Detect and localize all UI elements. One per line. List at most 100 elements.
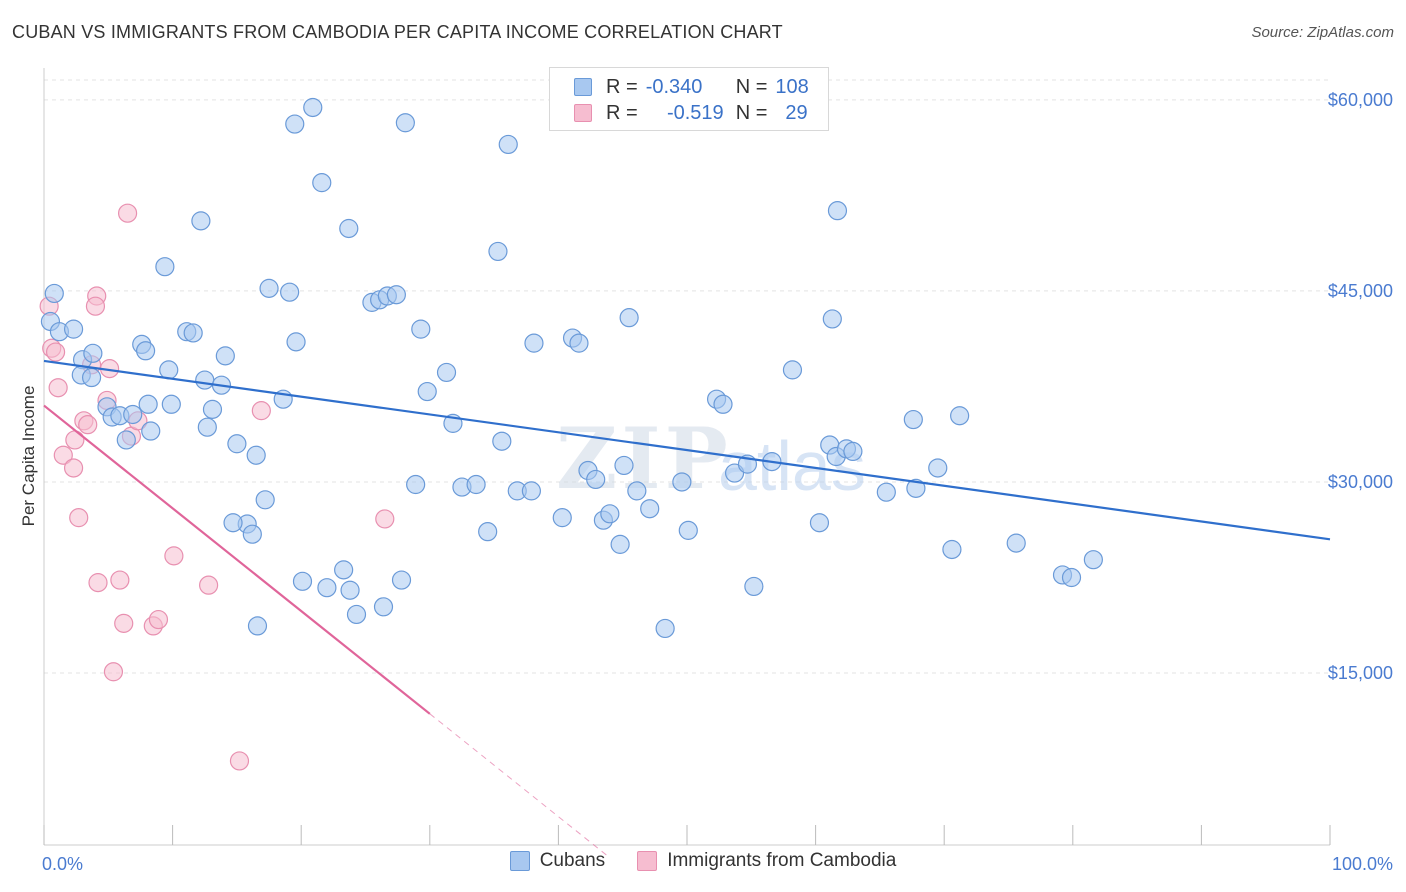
- data-point-cubans: [488, 241, 508, 262]
- data-point-cubans: [672, 472, 692, 492]
- data-point-cubans: [876, 482, 896, 502]
- data-point-cubans: [303, 97, 323, 118]
- data-point-cambodia: [114, 613, 134, 633]
- y-tick-label: $60,000: [1328, 90, 1393, 110]
- legend-n-value: 108: [775, 75, 809, 98]
- data-point-cubans: [906, 478, 926, 498]
- data-point-cubans: [843, 441, 863, 462]
- legend-label-cubans: Cubans: [539, 850, 606, 871]
- data-point-cubans: [627, 481, 647, 501]
- legend-row-cubans: R = -0.340 N = 108: [574, 74, 809, 100]
- correlation-legend: R = -0.340 N = 108 R = -0.519 N = 29: [549, 67, 829, 131]
- data-point-cubans: [255, 490, 275, 510]
- data-point-cubans: [827, 201, 848, 221]
- data-point-cubans: [259, 278, 279, 298]
- data-point-cubans: [161, 394, 181, 414]
- data-point-cubans: [1083, 550, 1103, 570]
- data-point-cubans: [346, 604, 367, 625]
- data-point-cambodia: [48, 378, 68, 398]
- series-legend: Cubans Immigrants from Cambodia: [0, 850, 1406, 872]
- data-point-cambodia: [375, 509, 395, 529]
- data-point-cubans: [83, 343, 103, 363]
- grid-lines: [44, 79, 1330, 674]
- data-point-cubans: [640, 499, 660, 519]
- y-tick-label: $15,000: [1328, 663, 1393, 683]
- trend-line-cambodia: [43, 404, 431, 715]
- y-tick-label: $45,000: [1328, 281, 1393, 301]
- trend-line-cubans: [43, 359, 1331, 541]
- data-point-cubans: [123, 404, 143, 425]
- data-point-cubans: [285, 114, 305, 134]
- data-point-cambodia: [69, 508, 89, 528]
- data-point-cubans: [436, 362, 457, 383]
- data-point-cubans: [292, 571, 313, 591]
- data-point-cubans: [1006, 533, 1026, 553]
- data-point-cambodia: [148, 609, 169, 630]
- legend-r-label: R =: [606, 101, 638, 124]
- data-point-cubans: [521, 481, 541, 501]
- data-point-cambodia: [229, 751, 250, 771]
- legend-item-cambodia: Immigrants from Cambodia: [637, 850, 896, 872]
- data-point-cubans: [498, 134, 518, 155]
- data-point-cambodia: [199, 575, 219, 595]
- legend-label-cambodia: Immigrants from Cambodia: [667, 850, 897, 871]
- legend-n-value: 29: [785, 101, 808, 124]
- data-point-cubans: [191, 211, 211, 231]
- data-point-cubans: [713, 394, 733, 414]
- legend-swatch-cambodia: [574, 104, 592, 122]
- data-point-cambodia: [78, 415, 98, 435]
- source-label: Source: ZipAtlas.com: [1251, 24, 1394, 41]
- data-point-cubans: [524, 333, 544, 353]
- legend-n-label: N =: [735, 101, 768, 124]
- data-point-cambodia: [110, 570, 130, 590]
- data-point-cubans: [141, 421, 161, 441]
- data-point-cubans: [195, 370, 215, 390]
- data-point-cubans: [242, 524, 262, 544]
- legend-r-value: -0.340: [645, 75, 703, 98]
- data-point-cubans: [619, 308, 639, 328]
- data-point-cubans: [373, 597, 394, 617]
- data-point-cambodia: [63, 458, 84, 478]
- axis-labels: $15,000 $30,000 $45,000 $60,000 0.0% 100.0% Pe…: [19, 90, 1393, 874]
- data-point-cubans: [339, 218, 359, 239]
- data-point-cambodia: [88, 573, 108, 593]
- data-point-cubans: [116, 430, 136, 450]
- data-point-cubans: [202, 399, 223, 419]
- data-point-cambodia: [65, 430, 85, 450]
- data-point-cubans: [466, 474, 486, 495]
- data-point-cubans: [197, 417, 217, 437]
- data-point-cubans: [286, 332, 306, 352]
- axes: [43, 68, 1331, 846]
- data-point-cubans: [411, 319, 431, 339]
- data-point-cubans: [744, 576, 764, 597]
- data-point-cubans: [215, 346, 235, 366]
- series-cubans-points: [40, 97, 1103, 639]
- data-point-cubans: [280, 282, 300, 302]
- data-point-cubans: [312, 173, 332, 193]
- legend-swatch-cambodia: [637, 851, 658, 871]
- data-point-cubans: [552, 508, 572, 528]
- data-point-cubans: [928, 458, 948, 478]
- data-point-cubans: [903, 409, 923, 430]
- data-point-cubans: [586, 469, 606, 490]
- data-point-cubans: [334, 560, 354, 580]
- data-point-cambodia: [117, 203, 138, 223]
- data-point-cubans: [600, 504, 620, 524]
- data-point-cubans: [44, 283, 64, 304]
- data-point-cubans: [1061, 567, 1082, 588]
- trend-lines: [43, 359, 1331, 859]
- data-point-cubans: [610, 534, 630, 554]
- legend-swatch-cubans: [574, 78, 592, 96]
- data-point-cubans: [782, 360, 803, 380]
- data-point-cubans: [942, 539, 962, 560]
- data-point-cubans: [406, 474, 426, 495]
- data-point-cubans: [159, 360, 179, 380]
- data-point-cubans: [138, 394, 158, 414]
- y-axis-label: Per Capita Income: [19, 386, 38, 527]
- data-point-cubans: [569, 333, 589, 353]
- legend-row-cambodia: R = -0.519 N = 29: [574, 100, 808, 126]
- series-cambodia-points: [39, 203, 395, 771]
- data-point-cubans: [417, 381, 437, 402]
- data-point-cubans: [809, 513, 830, 533]
